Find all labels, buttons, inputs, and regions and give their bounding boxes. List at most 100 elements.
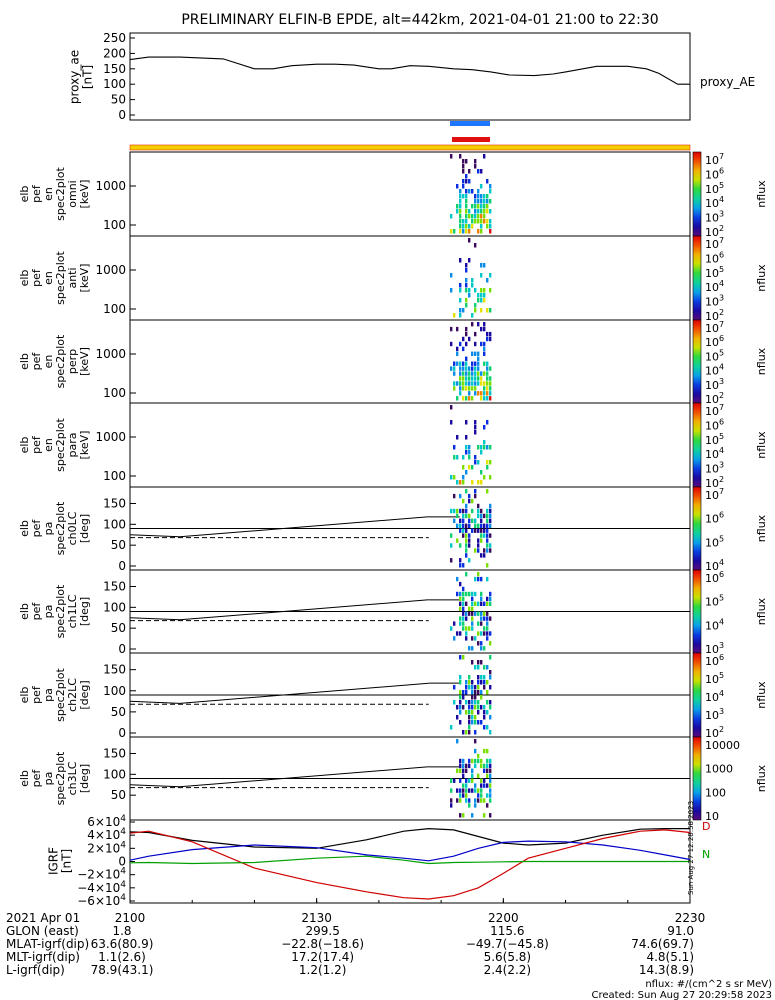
- spec-pixel: [450, 778, 453, 783]
- spec-pixel: [465, 798, 468, 803]
- spec-pixel: [459, 508, 462, 514]
- spec-pixel: [459, 710, 462, 715]
- spec-pixel: [450, 533, 453, 538]
- spec-pixel: [471, 636, 474, 641]
- spec-pixel: [462, 626, 465, 631]
- spec-pixel: [468, 179, 471, 184]
- spec-pixel: [471, 396, 474, 401]
- spec-pixel: [450, 558, 453, 563]
- spec-pixel: [489, 219, 492, 224]
- spec-pixel: [462, 498, 465, 504]
- spec-ylabel-5: [keV]: [78, 347, 91, 376]
- spec-ytick-label: 150: [103, 580, 126, 594]
- igrf-ytick-label: 2×104: [87, 840, 126, 855]
- colorbar-unit: nflux: [755, 264, 768, 292]
- spec-pixel: [489, 783, 492, 788]
- spec-panel-5: elb pef pa spec2plot ch1LC [deg] 150 100 50 0: [18, 569, 691, 656]
- spec-pixel: [483, 214, 486, 219]
- spec-pixel: [459, 341, 462, 347]
- spec-pixel: [489, 591, 492, 597]
- spec-pixel: [480, 184, 483, 189]
- spec-pixel: [477, 665, 480, 670]
- spec-pixel: [480, 553, 483, 558]
- spec-pixel: [468, 626, 471, 631]
- spec-pixel: [450, 288, 453, 293]
- spec-pixel: [471, 189, 474, 194]
- spec-pixel: [459, 705, 462, 710]
- spec-pixel: [480, 513, 483, 519]
- spec-data-pixels: [450, 572, 492, 651]
- spec-ylabel-3: spec2plot: [54, 501, 67, 555]
- spec-pixel: [456, 513, 459, 519]
- spec-pixel: [450, 803, 453, 808]
- spec-pixel: [486, 361, 489, 366]
- spec-data-pixels: [450, 405, 492, 485]
- spec-pixel: [486, 179, 489, 184]
- spec-pixel: [459, 596, 462, 602]
- colorbar-tick-label: 104: [705, 558, 724, 573]
- spec-pixel: [477, 773, 480, 778]
- colorbar-tick-label: 10000: [705, 739, 740, 752]
- spec-pixel: [450, 326, 453, 332]
- pa-boundary-solid: [129, 682, 429, 704]
- spec-pixel: [477, 194, 480, 199]
- spec-pixel: [465, 214, 468, 219]
- igrf-total-line: [129, 827, 690, 849]
- indicator-blue-bar: [450, 121, 490, 126]
- spec-pixel: [489, 813, 492, 818]
- spec-pixel: [489, 523, 492, 528]
- spec-pixel: [477, 322, 480, 327]
- spec-pixel: [471, 465, 474, 470]
- spec-pixel: [456, 715, 459, 720]
- spec-pixel: [480, 705, 483, 710]
- spec-pixel: [462, 308, 465, 313]
- spec-pixel: [489, 184, 492, 189]
- spec-pixel: [486, 690, 489, 695]
- spec-pixel: [459, 616, 462, 621]
- colorbar-tick-label: 102: [705, 224, 724, 239]
- spec-pixel: [483, 631, 486, 636]
- colorbar-unit: nflux: [755, 180, 768, 208]
- spec-pixel: [459, 581, 462, 587]
- spec-pixel: [468, 518, 471, 523]
- spec-ytick-label: 150: [103, 497, 126, 511]
- spec-pixel: [462, 159, 465, 164]
- spec-data-pixels: [450, 739, 492, 818]
- spec-pixel: [465, 278, 468, 283]
- spec-pixel: [486, 331, 489, 337]
- spec-pixel: [474, 758, 477, 764]
- spec-pixel: [483, 298, 486, 303]
- spec-pixel: [459, 523, 462, 528]
- spec-pixel: [486, 548, 489, 553]
- spec-pixel: [489, 700, 492, 705]
- spec-pixel: [465, 341, 468, 347]
- spec-pixel: [465, 631, 468, 636]
- spec-pixel: [465, 268, 468, 273]
- spec-pixel: [465, 548, 468, 553]
- spec-ylabel-3: spec2plot: [54, 334, 67, 388]
- colorbar-5: 106 105 104 103 nflux: [692, 569, 768, 656]
- spec-pixel: [456, 788, 459, 793]
- colorbar-strip: [692, 486, 702, 571]
- colorbar-tick-label: 102: [705, 308, 724, 323]
- spec-pixel: [462, 361, 465, 366]
- spec-ytick-label: 100: [103, 386, 126, 400]
- spec-pixel: [489, 391, 492, 396]
- spec-pixel: [486, 803, 489, 808]
- x-row-value: 17.2(17.4): [291, 950, 354, 964]
- x-row-value: 299.5: [305, 924, 339, 938]
- spec-pixel: [489, 793, 492, 798]
- spec-pixel: [480, 219, 483, 224]
- spec-pixel: [474, 159, 477, 164]
- spec-pixel: [489, 381, 492, 386]
- spec-pixel: [477, 621, 480, 626]
- spec-pixel: [459, 655, 462, 660]
- spec-pixel: [471, 758, 474, 764]
- spec-panel-0: elb pef en spec2plot omni [keV] 1000 100: [18, 151, 691, 237]
- spec-panel-7: elb pef pa spec2plot ch3LC [deg] 150 100 50: [18, 736, 691, 821]
- spec-pixel: [480, 263, 483, 268]
- spec-pixel: [480, 298, 483, 303]
- spec-pixel: [456, 798, 459, 803]
- spec-ylabel-2: pa: [42, 772, 55, 786]
- spec-pixel: [468, 558, 471, 563]
